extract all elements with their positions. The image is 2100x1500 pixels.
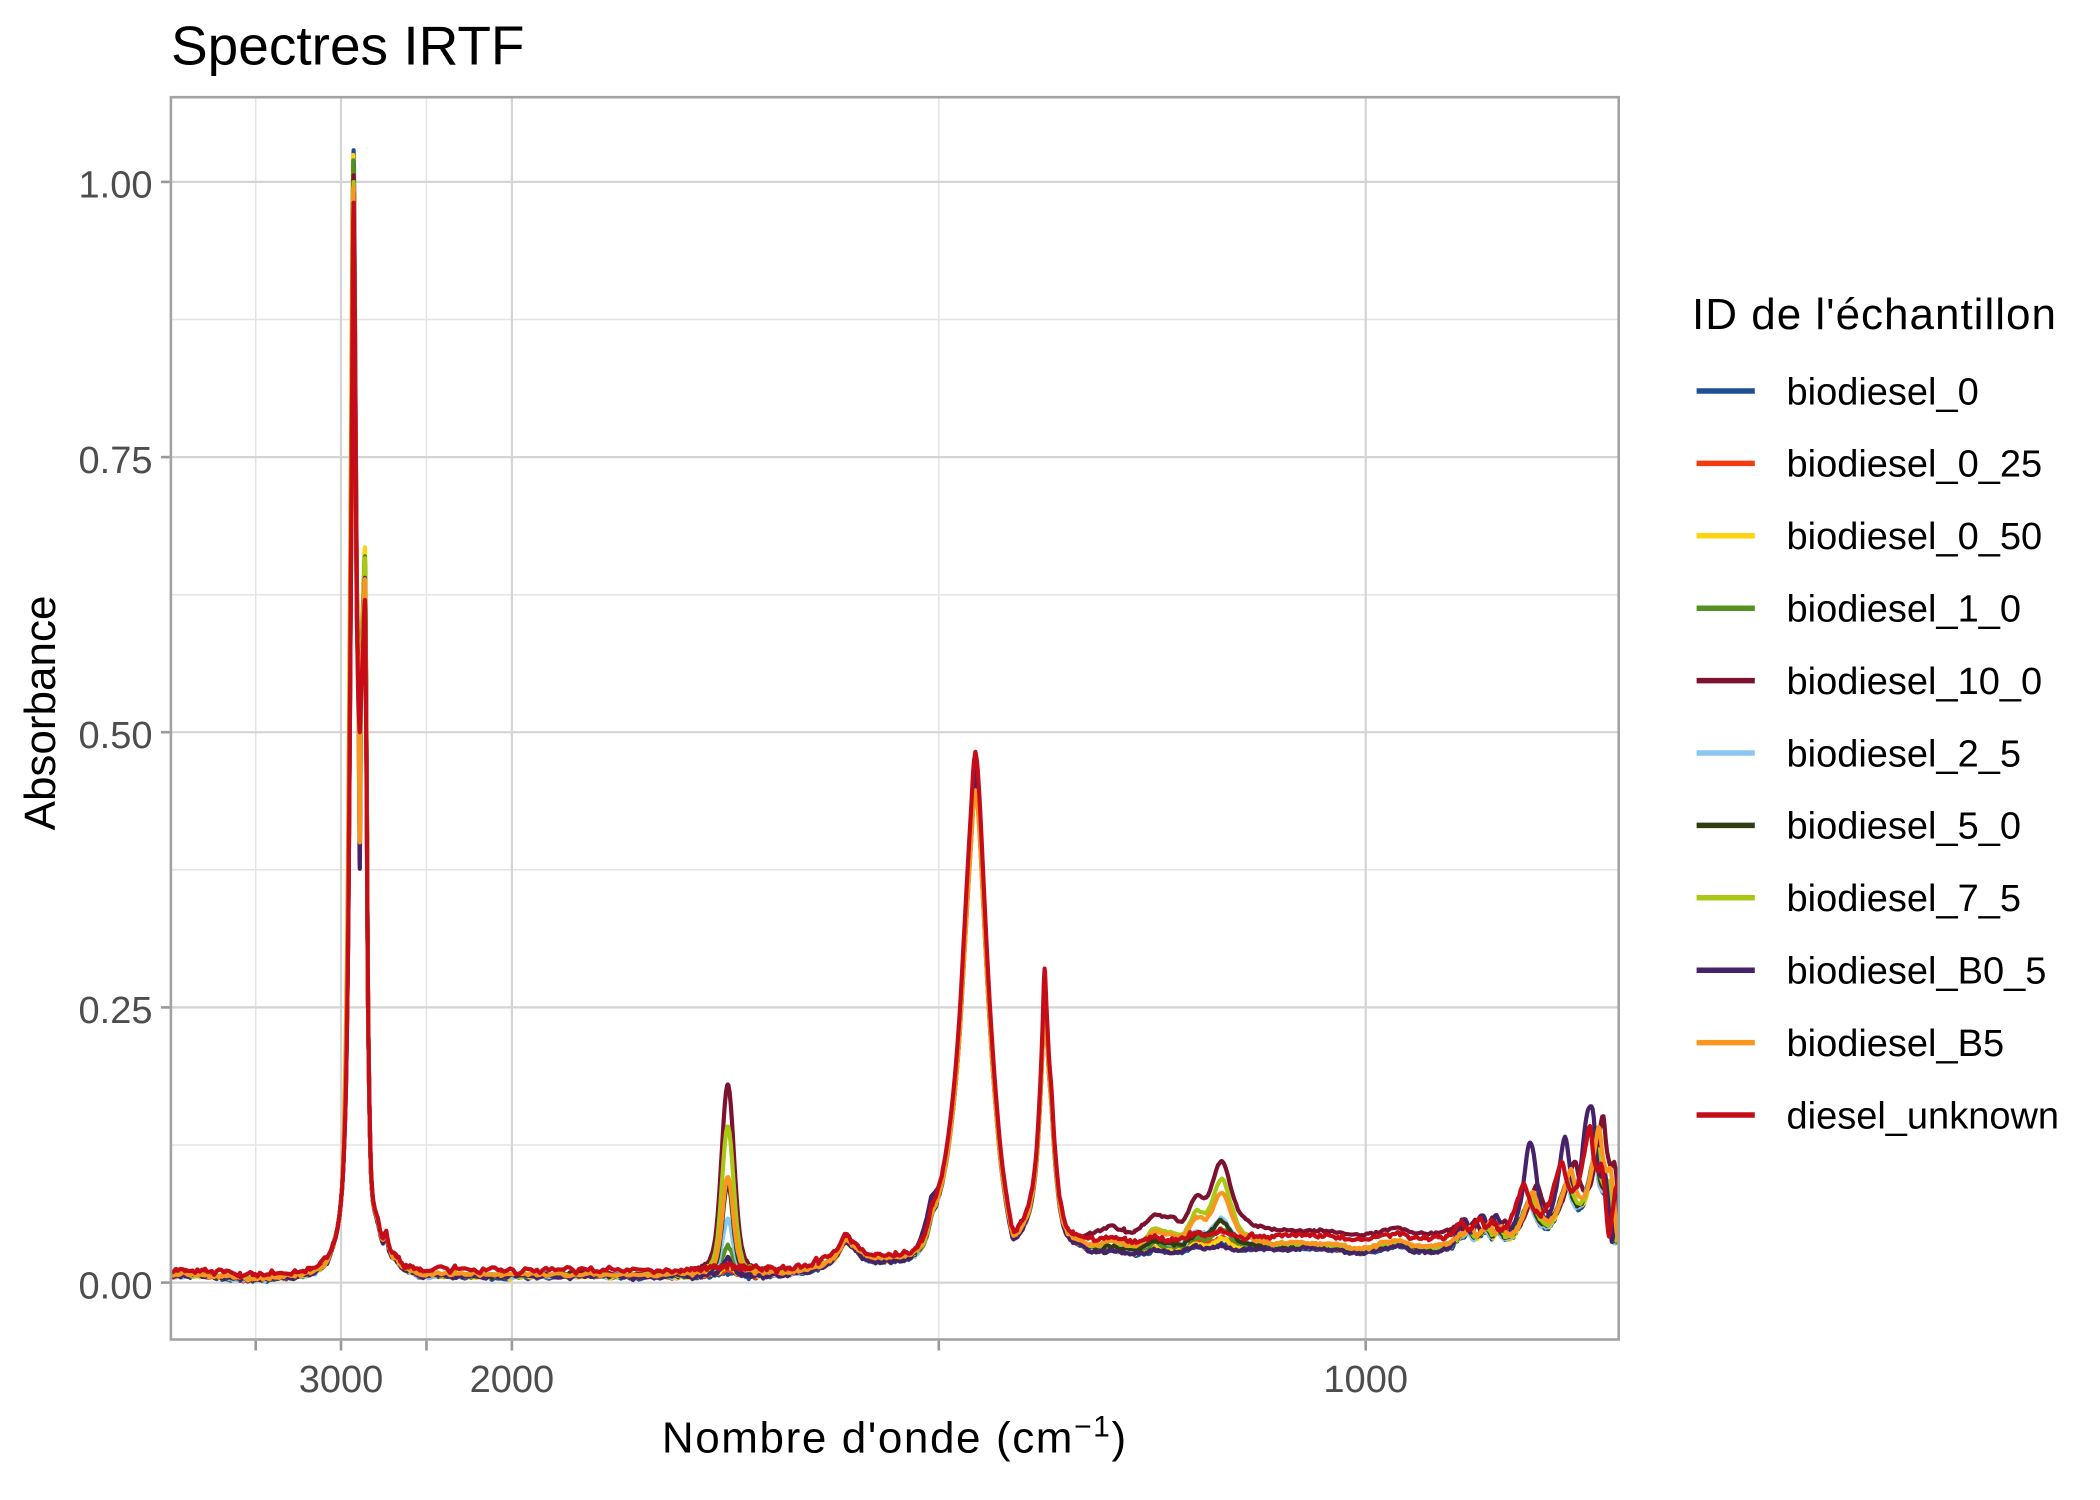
svg-text:3000: 3000 (299, 1359, 384, 1401)
svg-text:0.50: 0.50 (79, 715, 153, 757)
svg-text:0.75: 0.75 (79, 440, 153, 482)
svg-text:0.00: 0.00 (79, 1265, 153, 1307)
svg-text:1000: 1000 (1323, 1359, 1408, 1401)
svg-text:biodiesel_0_50: biodiesel_0_50 (1787, 516, 2043, 558)
svg-text:biodiesel_0_25: biodiesel_0_25 (1787, 444, 2043, 486)
svg-text:biodiesel_7_5: biodiesel_7_5 (1787, 878, 2022, 920)
svg-text:biodiesel_10_0: biodiesel_10_0 (1787, 661, 2043, 703)
svg-text:biodiesel_2_5: biodiesel_2_5 (1787, 733, 2022, 775)
svg-text:2000: 2000 (470, 1359, 555, 1401)
svg-text:biodiesel_B0_5: biodiesel_B0_5 (1787, 951, 2047, 993)
svg-text:0.25: 0.25 (79, 990, 153, 1032)
svg-text:Nombre d'onde (cm−1): Nombre d'onde (cm−1) (662, 1410, 1128, 1462)
svg-text:1.00: 1.00 (79, 165, 153, 207)
svg-text:biodiesel_5_0: biodiesel_5_0 (1787, 806, 2022, 848)
svg-text:biodiesel_1_0: biodiesel_1_0 (1787, 589, 2022, 631)
svg-text:Spectres IRTF: Spectres IRTF (171, 15, 525, 77)
svg-text:biodiesel_0: biodiesel_0 (1787, 371, 1979, 413)
svg-text:Absorbance: Absorbance (16, 596, 65, 831)
svg-text:diesel_unknown: diesel_unknown (1787, 1095, 2060, 1137)
svg-text:ID de l'échantillon: ID de l'échantillon (1692, 290, 2057, 339)
svg-text:biodiesel_B5: biodiesel_B5 (1787, 1023, 2005, 1065)
